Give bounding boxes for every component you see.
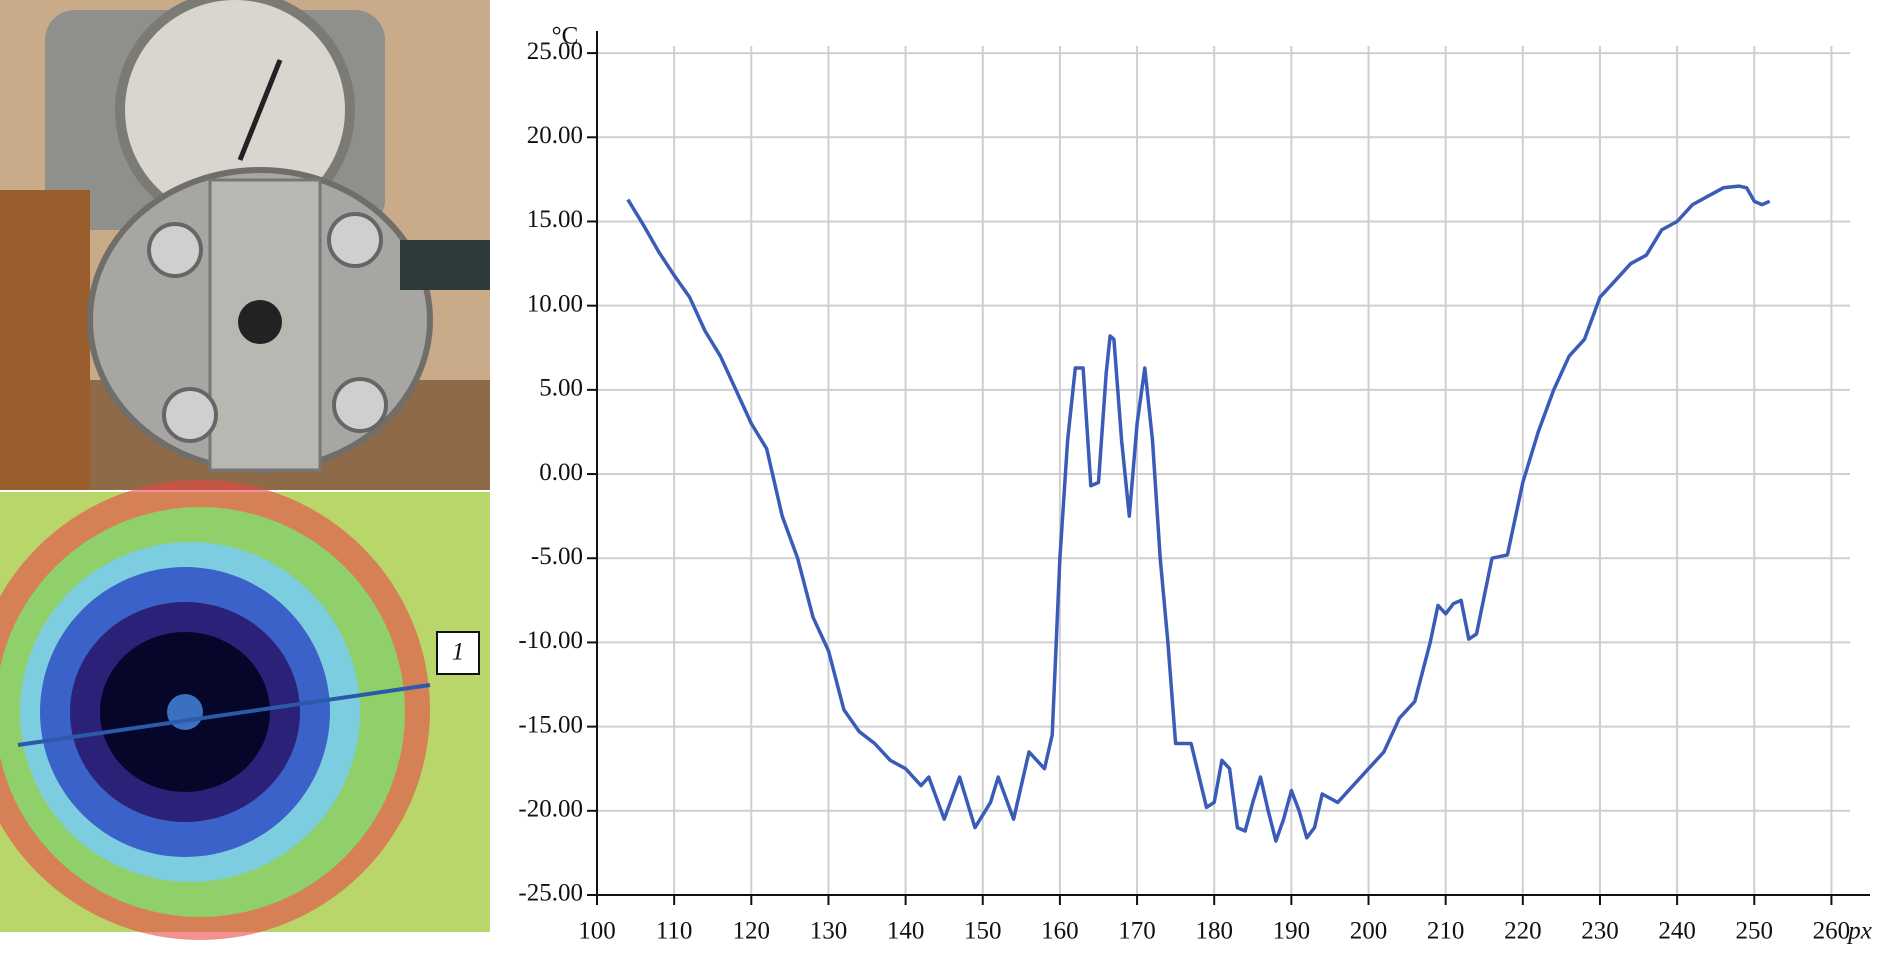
photo	[0, 0, 490, 490]
x-tick-label: 110	[656, 918, 693, 945]
x-tick-label: 150	[964, 918, 1002, 945]
x-axis-label: px	[1846, 918, 1872, 945]
x-tick-label: 200	[1350, 918, 1388, 945]
x-tick-label: 240	[1658, 918, 1696, 945]
y-tick-label: -5.00	[531, 543, 583, 570]
y-tick-label: 25.00	[527, 38, 583, 65]
x-tick-label: 210	[1427, 918, 1465, 945]
photo-label: 1	[452, 639, 465, 666]
y-tick-label: 15.00	[527, 206, 583, 233]
x-tick-label: 190	[1273, 918, 1311, 945]
x-tick-label: 250	[1736, 918, 1774, 945]
y-axis-label: °C	[552, 23, 579, 50]
x-tick-label: 170	[1118, 918, 1156, 945]
x-tick-label: 260	[1813, 918, 1851, 945]
y-tick-label: 20.00	[527, 122, 583, 149]
thermal-image: 1	[0, 480, 490, 940]
x-tick-label: 230	[1581, 918, 1619, 945]
y-tick-label: -20.00	[518, 796, 583, 823]
y-tick-label: 10.00	[527, 290, 583, 317]
y-tick-label: 5.00	[539, 375, 583, 402]
x-tick-label: 220	[1504, 918, 1542, 945]
data-line	[626, 184, 1771, 843]
y-tick-label: 0.00	[539, 459, 583, 486]
x-tick-label: 120	[733, 918, 771, 945]
y-tick-label: -15.00	[518, 711, 583, 738]
y-tick-label: -25.00	[518, 880, 583, 907]
x-tick-label: 140	[887, 918, 925, 945]
x-tick-label: 180	[1195, 918, 1233, 945]
x-tick-label: 130	[810, 918, 848, 945]
x-tick-label: 100	[578, 918, 616, 945]
x-tick-label: 160	[1041, 918, 1079, 945]
y-tick-label: -10.00	[518, 627, 583, 654]
